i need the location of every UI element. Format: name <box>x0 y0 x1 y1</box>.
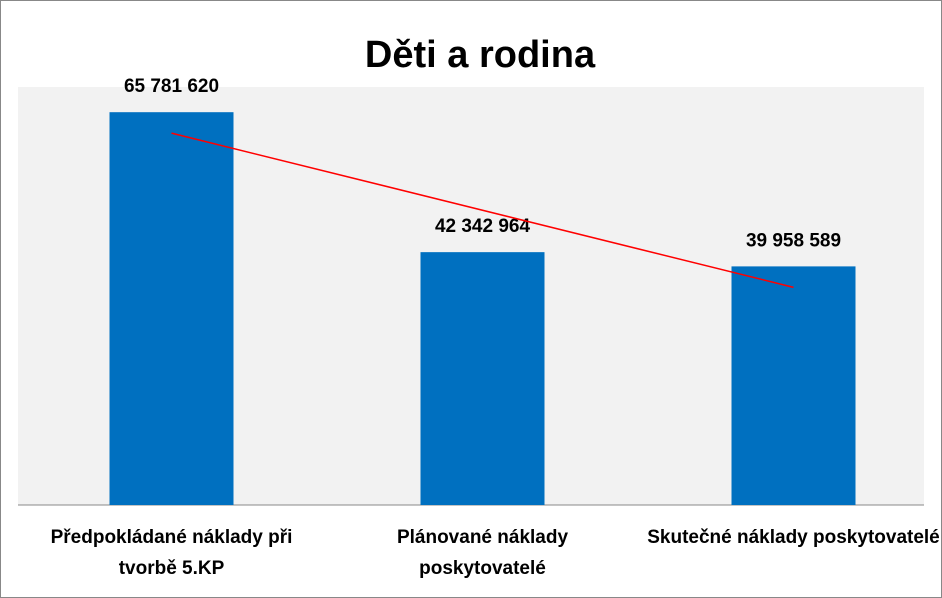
bar <box>109 112 234 505</box>
bar <box>731 266 856 505</box>
data-label: 42 342 964 <box>435 216 531 237</box>
chart-title: Děti a rodina <box>365 34 596 76</box>
trendline <box>171 132 794 289</box>
x-tick-label: Plánované náklady poskytovatelé <box>396 527 569 579</box>
data-label: 65 781 620 <box>124 76 219 97</box>
bar <box>420 252 545 505</box>
x-tick-label: Skutečné náklady poskytovatelé <box>647 527 940 548</box>
x-tick-label: Předpokládané náklady při tvorbě 5.KP <box>50 527 293 579</box>
data-label: 39 958 589 <box>746 230 841 251</box>
